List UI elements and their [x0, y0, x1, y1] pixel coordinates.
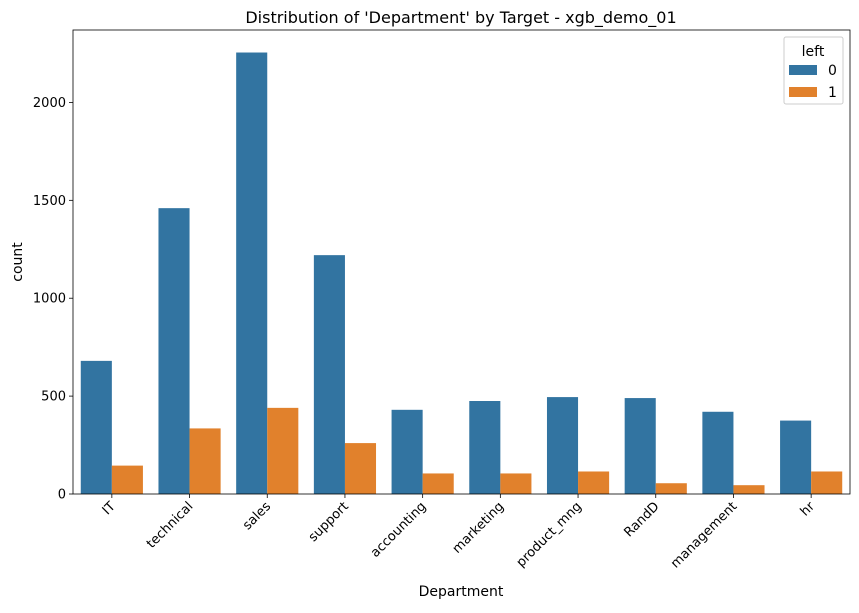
bar-support-1 [344, 443, 377, 494]
bar-marketing-1 [500, 473, 532, 494]
bar-technical-1 [189, 428, 221, 494]
y-tick-label: 1500 [33, 194, 66, 209]
bar-sales-0 [236, 52, 268, 494]
y-axis: 0 500 1000 1500 2000 [33, 96, 73, 503]
x-tick-label: sales [240, 499, 274, 533]
bar-management-0 [702, 411, 734, 494]
y-tick-label: 1000 [33, 292, 66, 307]
bars [80, 52, 843, 494]
bar-accounting-0 [391, 409, 423, 494]
bar-support-0 [313, 255, 345, 494]
y-axis-label: count [10, 242, 26, 282]
legend-label-0: 0 [828, 63, 837, 79]
bar-IT-1 [111, 465, 143, 494]
x-tick-label: management [668, 499, 740, 571]
x-tick-label: marketing [450, 499, 507, 556]
bar-hr-0 [780, 420, 812, 494]
x-tick-label: hr [798, 499, 819, 520]
y-tick-label: 0 [58, 488, 66, 503]
legend: left 0 1 [783, 36, 844, 105]
x-tick-label: technical [144, 499, 196, 551]
bar-sales-1 [267, 407, 299, 494]
y-tick-label: 2000 [33, 96, 66, 111]
bar-RandD-1 [655, 483, 687, 494]
y-tick-label: 500 [41, 390, 66, 405]
chart-title: Distribution of 'Department' by Target -… [245, 8, 676, 28]
x-tick-label: RandD [621, 499, 662, 540]
legend-swatch-0 [789, 65, 817, 75]
x-tick-label: IT [100, 499, 119, 518]
legend-label-1: 1 [828, 85, 837, 101]
x-tick-label: support [306, 499, 352, 545]
legend-title: left [802, 44, 825, 60]
bar-hr-1 [811, 471, 843, 494]
bar-accounting-1 [422, 473, 454, 494]
x-tick-label: product_mng [514, 499, 585, 570]
bar-marketing-0 [469, 401, 501, 494]
bar-product_mng-0 [546, 397, 579, 494]
legend-swatch-1 [789, 87, 817, 97]
x-axis-label: Department [419, 584, 504, 600]
plot-frame [72, 29, 851, 495]
bar-RandD-0 [624, 398, 656, 494]
bar-management-1 [733, 485, 765, 494]
bar-technical-0 [158, 208, 190, 494]
bar-IT-0 [80, 360, 112, 494]
bar-product_mng-1 [578, 471, 610, 494]
x-axis: IT technical sales support accounting marketi… [100, 494, 819, 571]
x-tick-label: accounting [368, 499, 429, 560]
